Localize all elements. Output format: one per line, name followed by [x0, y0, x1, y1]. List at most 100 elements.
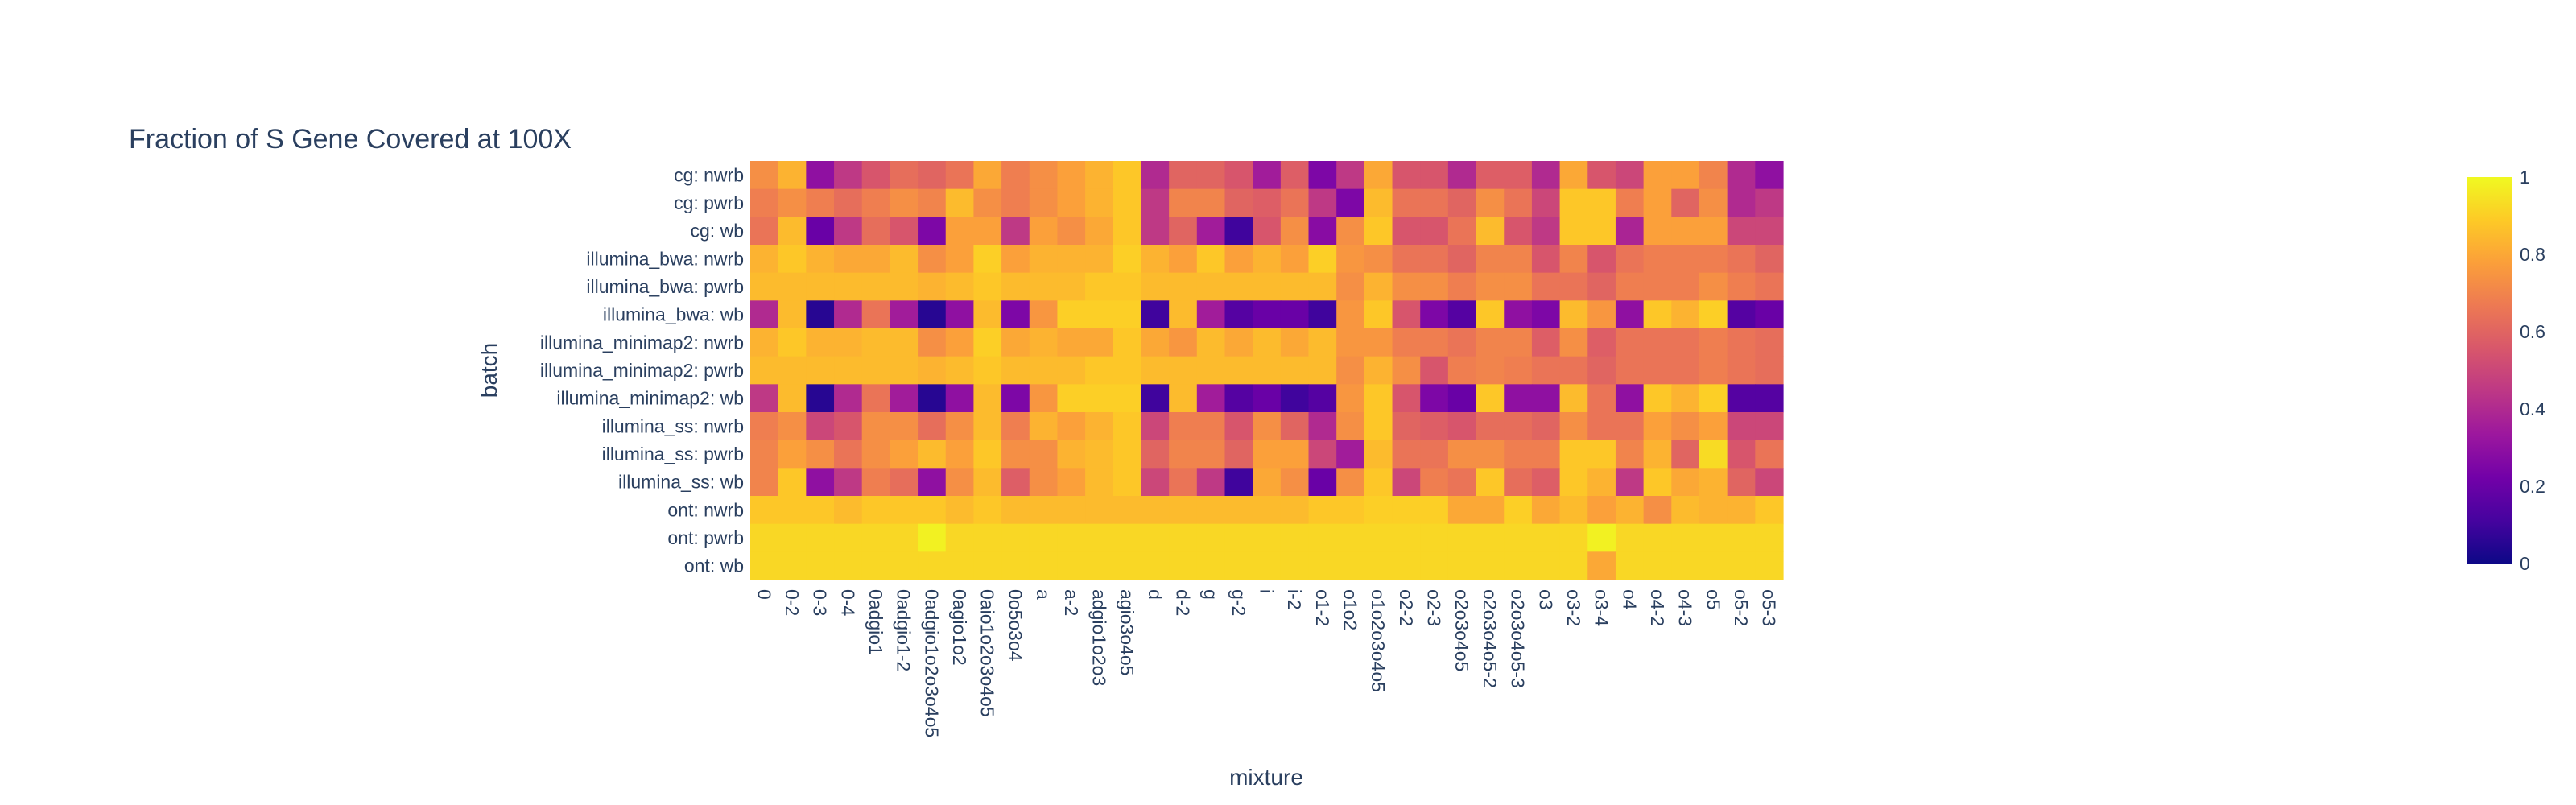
heatmap-cell [1559, 412, 1588, 441]
heatmap-cell [1643, 468, 1672, 497]
colorbar-tick-label: 0.8 [2520, 244, 2545, 265]
heatmap-cell [945, 468, 975, 497]
heatmap-cell [1671, 188, 1700, 217]
heatmap-cell [1559, 328, 1588, 357]
heatmap-cell [1001, 523, 1030, 552]
heatmap-cell [1029, 161, 1059, 190]
heatmap-cell [1447, 496, 1477, 525]
heatmap-cell [1113, 188, 1142, 217]
heatmap-cell [1671, 496, 1700, 525]
heatmap-cell [918, 440, 947, 469]
heatmap-cell [806, 384, 835, 413]
heatmap-cell [1587, 300, 1616, 329]
heatmap-cell [945, 384, 975, 413]
heatmap-cell [1001, 161, 1030, 190]
heatmap-cell [1308, 328, 1337, 357]
x-tick-label: 0o5o3o4 [1005, 589, 1026, 662]
heatmap-cell [890, 245, 919, 274]
heatmap-cell [1113, 496, 1142, 525]
heatmap-cell [890, 272, 919, 301]
heatmap-cell [1001, 217, 1030, 246]
y-tick-label: illumina_bwa: wb [603, 304, 744, 325]
heatmap-cell [973, 272, 1002, 301]
heatmap-cell [945, 356, 975, 385]
heatmap-cell [1196, 412, 1226, 441]
x-tick-label: 0adgio1 [865, 589, 886, 655]
heatmap-cell [1336, 523, 1365, 552]
heatmap-cell [1224, 300, 1253, 329]
heatmap-cell [1001, 440, 1030, 469]
heatmap-cell [1615, 440, 1645, 469]
heatmap-cell [945, 272, 975, 301]
heatmap-cell [1113, 245, 1142, 274]
heatmap-cell [1364, 188, 1393, 217]
heatmap-cell [1336, 440, 1365, 469]
heatmap-cell [890, 161, 919, 190]
x-tick-label: g [1200, 589, 1221, 600]
heatmap-cell [1420, 300, 1449, 329]
heatmap-cell [1643, 245, 1672, 274]
heatmap-cell [1755, 188, 1784, 217]
heatmap-cell [1057, 245, 1086, 274]
heatmap-cell [1531, 300, 1561, 329]
heatmap-cell [1643, 523, 1672, 552]
heatmap-cell [1392, 468, 1421, 497]
heatmap-cell [1336, 468, 1365, 497]
heatmap-cell [1420, 272, 1449, 301]
heatmap-cell [1587, 188, 1616, 217]
heatmap-cell [1643, 188, 1672, 217]
heatmap-cell [918, 468, 947, 497]
heatmap-cell [973, 384, 1002, 413]
heatmap-cell [1029, 468, 1059, 497]
heatmap-cell [861, 440, 890, 469]
heatmap-cell [1504, 300, 1533, 329]
heatmap-cell [890, 523, 919, 552]
heatmap-cell [1531, 272, 1561, 301]
x-tick-label: o3-2 [1563, 589, 1584, 626]
heatmap-cell [918, 272, 947, 301]
heatmap-cell [1113, 300, 1142, 329]
heatmap-cell [806, 300, 835, 329]
chart-title: Fraction of S Gene Covered at 100X [129, 124, 572, 155]
heatmap-cell [1699, 384, 1728, 413]
heatmap-cell [1447, 468, 1477, 497]
colorbar [2467, 177, 2512, 564]
heatmap-cell [1196, 245, 1226, 274]
heatmap-cell [1280, 356, 1310, 385]
heatmap-cell [1420, 356, 1449, 385]
heatmap-cell [1364, 356, 1393, 385]
heatmap-cell [1755, 523, 1784, 552]
heatmap-cell [1196, 440, 1226, 469]
x-tick-label: o5-3 [1759, 589, 1780, 626]
heatmap-cell [806, 412, 835, 441]
heatmap-cell [1029, 440, 1059, 469]
heatmap-cell [750, 412, 779, 441]
heatmap-cell [1336, 551, 1365, 580]
heatmap-cell [750, 496, 779, 525]
x-tick-label: 0-3 [810, 589, 831, 616]
heatmap-cell [806, 272, 835, 301]
heatmap-cell [890, 412, 919, 441]
heatmap-cell [1671, 440, 1700, 469]
heatmap-cell [1141, 551, 1170, 580]
heatmap-cell [1615, 272, 1645, 301]
heatmap-cell [1253, 300, 1282, 329]
heatmap-cell [1587, 272, 1616, 301]
heatmap-cell [1224, 440, 1253, 469]
heatmap-cell [1253, 188, 1282, 217]
heatmap-cells [750, 161, 1784, 580]
heatmap-cell [861, 468, 890, 497]
heatmap-cell [1336, 496, 1365, 525]
heatmap-cell [1671, 412, 1700, 441]
heatmap-cell [973, 245, 1002, 274]
heatmap-cell [945, 188, 975, 217]
heatmap-cell [1001, 300, 1030, 329]
heatmap-cell [1727, 217, 1756, 246]
heatmap-cell [1057, 551, 1086, 580]
heatmap-cell [1085, 440, 1114, 469]
heatmap-cell [1615, 328, 1645, 357]
heatmap-cell [1392, 328, 1421, 357]
x-tick-label: 0aio1o2o3o4o5 [977, 589, 998, 717]
heatmap-cell [1308, 496, 1337, 525]
heatmap-cell [1587, 217, 1616, 246]
